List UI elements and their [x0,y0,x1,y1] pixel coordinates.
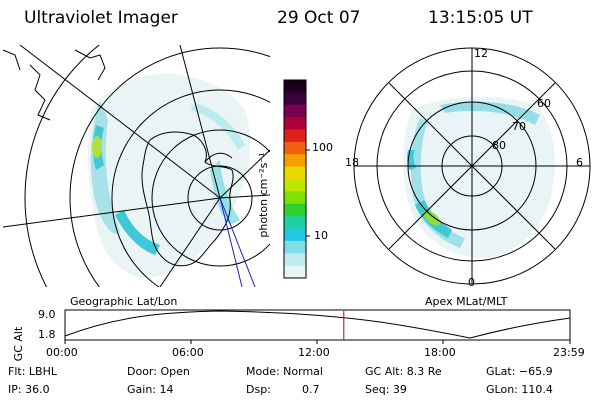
colorbar-band [284,216,306,230]
colorbar-band [284,228,306,242]
mlt-label-12: 12 [474,47,488,60]
time-label: 13:15:05 UT [428,8,533,28]
ip-info: IP: 36.0 [8,383,50,396]
timeline-axis-label: GC Alt [12,326,25,362]
colorbar-tick-100: 100 [312,141,333,154]
glat-info: GLat: −65.9 [486,365,553,378]
seq-info: Seq: 39 [365,383,407,396]
colorbar-band [284,265,306,279]
colorbar-band [284,191,306,205]
colorbar-band [284,92,306,106]
intensity-colorbar [284,80,306,279]
dsp-value: 0.7 [302,383,320,396]
colorbar-band [284,117,306,131]
colorbar-band [284,104,306,118]
colorbar-band [284,179,306,192]
glon-info: GLon: 110.4 [486,383,553,396]
mlat-label-60: 60 [537,97,551,110]
altitude-curve [64,310,571,339]
mlt-label-0: 0 [468,276,475,289]
colorbar-band [284,129,306,143]
timeline-ytick-bottom: 1.8 [38,328,56,341]
timeline-xtick-2: 12:00 [298,346,330,359]
colorbar-band [284,203,306,217]
mlt-label-18: 18 [345,156,359,169]
mlat-label-80: 80 [492,139,506,152]
colorbar-band [284,80,306,93]
geographic-map [3,45,270,287]
altitude-timeline [64,309,571,344]
gc-alt-info: GC Alt: 8.3 Re [365,365,442,378]
timeline-xtick-4: 23:59 [553,346,585,359]
mlt-label-6: 6 [576,156,583,169]
magnetic-polar-plot [353,47,591,285]
timeline-xtick-3: 18:00 [424,346,456,359]
apex-caption: Apex MLat/MLT [425,295,508,308]
timeline-xtick-1: 06:00 [172,346,204,359]
mode-info: Mode: Normal [246,365,323,378]
date-label: 29 Oct 07 [277,8,361,28]
geographic-caption: Geographic Lat/Lon [70,295,178,308]
instrument-title: Ultraviolet Imager [24,8,178,28]
filter-info: Flt: LBHL [8,365,57,378]
timeline-xtick-0: 00:00 [46,346,78,359]
door-info: Door: Open [127,365,190,378]
colorbar-band [284,141,306,155]
colorbar-band [284,154,306,168]
colorbar-band [284,166,306,180]
dsp-label: Dsp: [246,383,271,396]
auroral-emission-geographic [88,73,250,279]
coastline [141,131,234,267]
colorbar-tick-10: 10 [314,229,328,242]
timeline-ytick-top: 9.0 [38,308,56,321]
colorbar-band [284,253,306,267]
gain-info: Gain: 14 [127,383,174,396]
colorbar-unit-label: photon cm⁻²s⁻¹ [257,152,270,238]
colorbar-band [284,240,306,254]
mlat-label-70: 70 [512,120,526,133]
